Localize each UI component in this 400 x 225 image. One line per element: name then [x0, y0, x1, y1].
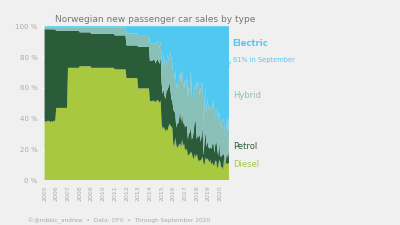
Text: Diesel: Diesel [233, 160, 259, 169]
Text: Petrol: Petrol [233, 142, 257, 151]
Text: 61% in September: 61% in September [233, 57, 294, 63]
Text: Electric: Electric [233, 38, 268, 47]
Text: Norwegian new passenger car sales by type: Norwegian new passenger car sales by typ… [55, 15, 256, 24]
Text: Hybrid: Hybrid [233, 91, 261, 100]
Text: ©@robbic_andrew  •  Data: OFV  •  Through September 2020: ©@robbic_andrew • Data: OFV • Through Se… [28, 218, 210, 224]
